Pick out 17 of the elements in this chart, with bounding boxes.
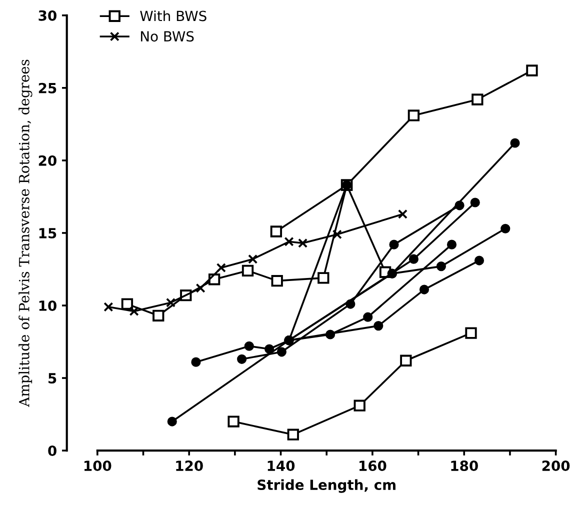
y-tick-label: 0 xyxy=(48,446,56,456)
y-tick-label: 20 xyxy=(38,155,56,166)
x-axis-title: Stride Length, cm xyxy=(258,479,396,493)
legend-label: No BWS xyxy=(140,31,194,42)
x-tick-label: 100 xyxy=(84,460,112,472)
x-tick-label: 140 xyxy=(268,460,295,472)
legend-label: With BWS xyxy=(140,10,206,22)
y-tick-label: 10 xyxy=(39,300,56,311)
y-axis-title: Amplitude of Pelvis Transverse Rotation, degrees xyxy=(18,60,32,408)
x-tick-label: 160 xyxy=(360,460,386,472)
x-tick-label: 200 xyxy=(542,460,570,472)
y-tick-label: 25 xyxy=(38,82,56,94)
x-tick-label: 120 xyxy=(176,460,203,472)
y-tick-label: 30 xyxy=(38,10,56,21)
x-tick-label: 180 xyxy=(451,460,478,472)
y-tick-label: 15 xyxy=(39,228,56,238)
y-tick-label: 5 xyxy=(48,373,56,384)
